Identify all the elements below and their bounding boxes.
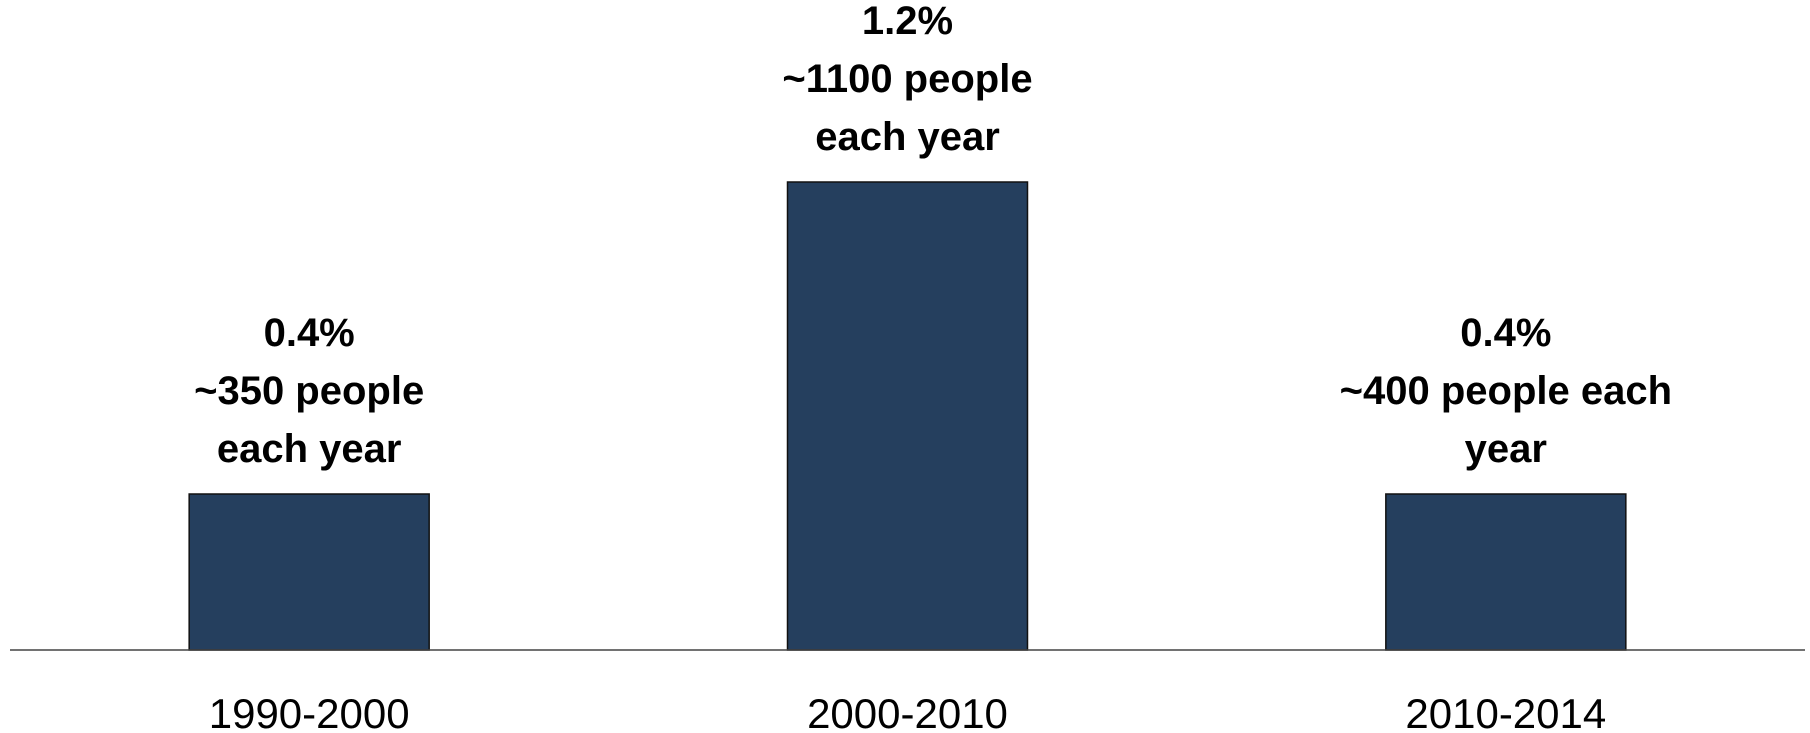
data-label-1990-2000-line-2: ~350 people <box>194 369 424 413</box>
data-label-2000-2010-line-1: 1.2% <box>862 0 953 43</box>
data-labels-group: 0.4% ~350 people each year 1.2% ~1100 people… <box>194 0 1672 471</box>
category-labels-group: 1990-2000 2000-2010 2010-2014 <box>209 690 1607 733</box>
data-label-2010-2014-line-2: ~400 people each <box>1340 369 1672 413</box>
data-label-2000-2010-line-3: each year <box>815 115 1000 159</box>
bar-1990-2000 <box>188 493 430 651</box>
data-label-2000-2010-line-2: ~1100 people <box>782 57 1032 101</box>
category-label-1990-2000: 1990-2000 <box>209 690 410 733</box>
bars-group <box>188 181 1627 651</box>
data-label-1990-2000-line-3: each year <box>217 427 402 471</box>
category-label-2010-2014: 2010-2014 <box>1405 690 1606 733</box>
category-label-2000-2010: 2000-2010 <box>807 690 1008 733</box>
bar-2010-2014 <box>1385 493 1627 651</box>
data-label-1990-2000-line-1: 0.4% <box>264 311 355 355</box>
data-label-2010-2014-line-3: year <box>1465 427 1547 471</box>
bar-2000-2010 <box>786 181 1029 651</box>
data-label-2010-2014-line-1: 0.4% <box>1460 311 1551 355</box>
